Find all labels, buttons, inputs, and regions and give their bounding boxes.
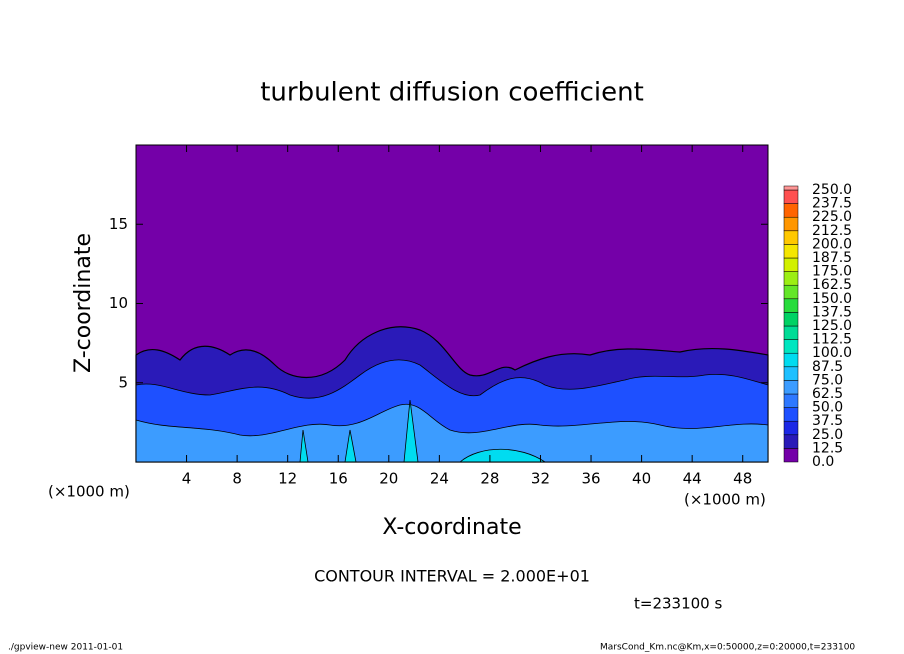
x-tick-label: 36 (581, 470, 600, 488)
colorbar-label: 125.0 (812, 318, 852, 334)
x-tick-label: 16 (329, 470, 348, 488)
x-tick-label: 40 (632, 470, 651, 488)
x-tick-label: 12 (278, 470, 297, 488)
colorbar-bin (783, 393, 799, 408)
colorbar-bin (783, 325, 799, 340)
colorbar-label: 100.0 (812, 345, 852, 361)
colorbar-label: 37.5 (812, 413, 843, 429)
colorbar-label: 225.0 (812, 209, 852, 225)
time-label: t=233100 s (634, 595, 722, 613)
chart-title: turbulent diffusion coefficient (260, 78, 644, 108)
x-unit: (×1000 m) (48, 483, 130, 501)
colorbar-label: 137.5 (812, 304, 852, 320)
colorbar-bin (783, 257, 799, 272)
colorbar-bin (783, 230, 799, 245)
contour-interval: CONTOUR INTERVAL = 2.000E+01 (314, 567, 590, 586)
axes: 4 8 12 16 20 24 28 32 36 40 44 48510150.012.525.037… (109, 145, 852, 488)
y-tick-label: 15 (109, 215, 128, 233)
colorbar-bin (783, 380, 799, 395)
colorbar-label: 75.0 (812, 372, 843, 388)
x-tick-label: 24 (430, 470, 449, 488)
field (135, 145, 769, 463)
colorbar-label: 50.0 (812, 400, 843, 416)
y-tick-label: 5 (118, 373, 128, 391)
colorbar-bin (783, 244, 799, 259)
colorbar-bin (783, 420, 799, 436)
colorbar-bin (783, 407, 799, 422)
colorbar-bin (783, 352, 799, 368)
footer-left: ./gpview-new 2011-01-01 (8, 643, 123, 653)
x-tick-label: 32 (531, 470, 550, 488)
x-tick-label: 44 (683, 470, 702, 488)
y-tick-label: 10 (109, 294, 128, 312)
x-tick-label: 20 (379, 470, 398, 488)
colorbar-label: 25.0 (812, 427, 843, 443)
colorbar-label: 175.0 (812, 264, 852, 280)
colorbar-label: 150.0 (812, 291, 852, 307)
field-region (299, 399, 547, 463)
x-tick-label: 28 (480, 470, 499, 488)
colorbar-label: 0.0 (812, 454, 834, 470)
colorbar-bin (783, 448, 799, 463)
colorbar-bin (783, 271, 799, 286)
x-tick-label: 48 (733, 470, 752, 488)
colorbar-label: 187.5 (812, 250, 852, 266)
colorbar-label: 87.5 (812, 359, 843, 375)
x-axis-label: X-coordinate (382, 515, 521, 540)
x-unit: (×1000 m) (684, 491, 766, 509)
colorbar-bin (783, 366, 799, 381)
colorbar-label: 200.0 (812, 236, 852, 252)
colorbar-bin (783, 189, 799, 204)
colorbar-bin (783, 298, 799, 313)
field-region (135, 403, 769, 463)
colorbar-bin (783, 434, 799, 449)
colorbar-bin (783, 216, 799, 232)
footer-right: MarsCond_Km.nc@Km,x=0:50000,z=0:20000,t=… (600, 643, 855, 653)
colorbar-label: 62.5 (812, 386, 843, 402)
colorbar-bin (783, 203, 799, 218)
x-tick-label: 8 (232, 470, 242, 488)
colorbar-bin (783, 284, 799, 300)
colorbar-bin (783, 339, 799, 354)
colorbar-label: 212.5 (812, 223, 852, 239)
x-tick-label: 4 (182, 470, 192, 488)
colorbar-cap (783, 185, 799, 191)
colorbar-label: 12.5 (812, 440, 843, 456)
colorbar-label: 162.5 (812, 277, 852, 293)
colorbar-label: 112.5 (812, 332, 852, 348)
y-axis-label: Z-coordinate (71, 233, 96, 373)
colorbar-label: 250.0 (812, 182, 852, 198)
colorbar-label: 237.5 (812, 196, 852, 212)
colorbar-bin (783, 312, 799, 327)
